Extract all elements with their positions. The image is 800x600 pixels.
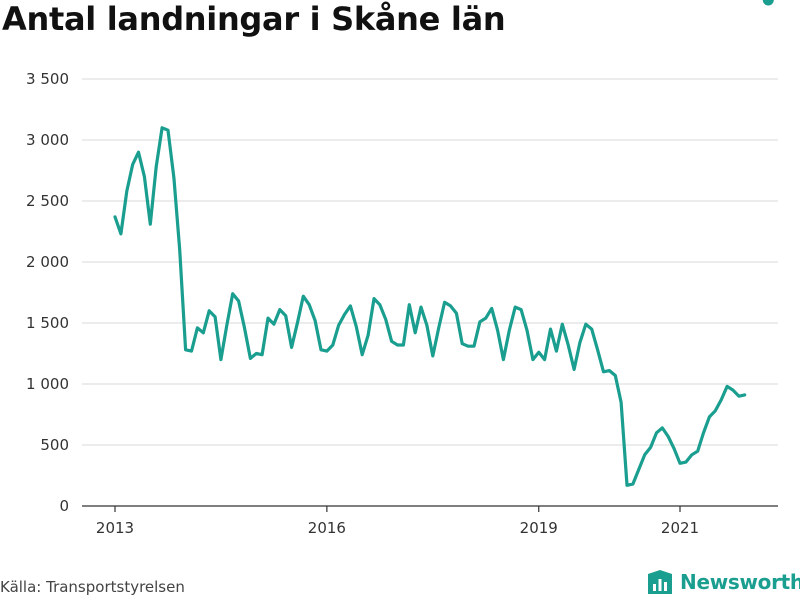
x-axis: 2013 2016 2019 2021 — [82, 505, 778, 537]
brand-logo: Newsworthy — [646, 568, 800, 596]
newsworthy-logo-icon — [648, 570, 672, 594]
y-axis-tick-labels: 0 500 1 000 1 500 2 000 2 500 3 000 3 500 — [26, 70, 69, 515]
y-tick-label: 1 500 — [26, 314, 69, 332]
y-tick-label: 2 000 — [26, 253, 69, 271]
x-tick-label: 2021 — [661, 519, 699, 537]
y-tick-label: 3 000 — [26, 131, 69, 149]
last-value-marker — [762, 0, 774, 6]
x-tick-label: 2013 — [96, 519, 134, 537]
x-tick-label: 2019 — [520, 519, 558, 537]
brand-name: Newsworthy — [680, 570, 800, 594]
chart-title: Antal landningar i Skåne län — [2, 0, 506, 38]
y-tick-label: 2 500 — [26, 192, 69, 210]
y-tick-label: 0 — [59, 497, 69, 515]
y-tick-label: 3 500 — [26, 70, 69, 88]
series-layer: 911 — [113, 0, 783, 487]
y-tick-label: 1 000 — [26, 375, 69, 393]
y-gridlines — [82, 78, 778, 446]
last-value-label: 911 — [752, 0, 783, 4]
source-note: Källa: Transportstyrelsen — [0, 578, 185, 596]
series-line — [113, 126, 747, 487]
x-tick-label: 2016 — [308, 519, 346, 537]
y-tick-label: 500 — [40, 436, 69, 454]
